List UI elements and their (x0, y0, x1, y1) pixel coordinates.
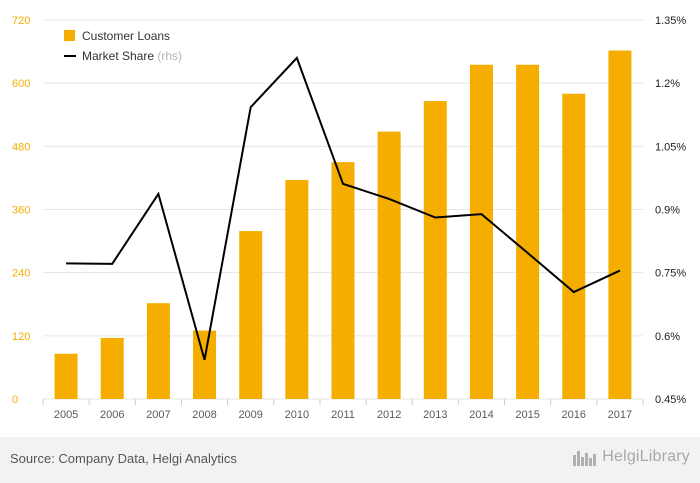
left-tick-label: 240 (12, 268, 30, 280)
bar-2008 (193, 330, 217, 399)
right-tick-label: 0.45% (655, 394, 686, 406)
right-tick-label: 1.35% (655, 15, 686, 27)
left-tick-label: 360 (12, 205, 30, 217)
x-tick-label: 2016 (562, 409, 586, 421)
bar-2005 (54, 353, 78, 399)
bar-2012 (377, 131, 401, 399)
bar-2010 (285, 180, 309, 399)
x-tick-label: 2012 (377, 409, 401, 421)
left-axis-ticks: 0 120 240 360 480 600 720 (12, 15, 30, 406)
right-tick-label: 1.05% (655, 141, 686, 153)
right-tick-label: 0.75% (655, 268, 686, 280)
legend: Customer Loans Market Share (rhs) (64, 29, 182, 63)
line-series (66, 56, 621, 361)
bar-2016 (562, 93, 586, 399)
x-tick-label: 2014 (469, 409, 493, 421)
left-tick-label: 480 (12, 141, 30, 153)
bar-2014 (469, 64, 493, 400)
bar-2013 (423, 101, 447, 399)
x-tick-label: 2015 (515, 409, 539, 421)
x-tick-label: 2007 (146, 409, 170, 421)
bar-2017 (608, 50, 632, 400)
legend-swatch-customer-loans (64, 30, 75, 41)
library-icon (573, 451, 597, 466)
x-tick-label: 2010 (285, 409, 309, 421)
bar-2015 (516, 64, 540, 400)
x-tick-label: 2005 (54, 409, 78, 421)
brand-name: HelgiLibrary (602, 448, 690, 465)
bar-2011 (331, 162, 355, 399)
bar-2009 (239, 231, 263, 399)
bar-2006 (100, 337, 124, 399)
x-tick-label: 2006 (100, 409, 124, 421)
x-tick-label: 2011 (331, 409, 355, 421)
legend-market-share-name: Market Share (82, 49, 154, 63)
right-tick-label: 0.9% (655, 205, 680, 217)
right-tick-label: 1.2% (655, 78, 680, 90)
brand-logo[interactable]: HelgiLibrary (572, 447, 690, 467)
x-tick-label: 2013 (423, 409, 447, 421)
footer: Source: Company Data, Helgi Analytics He… (0, 437, 700, 483)
x-tick-label: 2008 (192, 409, 216, 421)
legend-market-share-suffix: (rhs) (157, 49, 182, 63)
bar-2007 (146, 303, 170, 399)
x-axis-ticks: 2005 2006 2007 2008 2009 2010 2011 2012 2013 2014… (54, 409, 632, 421)
grid-lines (42, 19, 644, 405)
left-tick-label: 720 (12, 15, 30, 27)
left-tick-label: 120 (12, 331, 30, 343)
x-tick-label: 2017 (608, 409, 632, 421)
chart: 0 120 240 360 480 600 720 0.45% 0.6% 0.75% 0.9% 1.… (12, 15, 686, 421)
right-tick-label: 0.6% (655, 331, 680, 343)
x-tick-label: 2009 (238, 409, 262, 421)
legend-label-customer-loans: Customer Loans (82, 29, 170, 43)
source-note: Source: Company Data, Helgi Analytics (10, 451, 237, 466)
left-tick-label: 0 (12, 394, 18, 406)
left-tick-label: 600 (12, 78, 30, 90)
right-axis-ticks: 0.45% 0.6% 0.75% 0.9% 1.05% 1.2% 1.35% (655, 15, 686, 406)
bar-series (54, 50, 632, 400)
legend-label-market-share: Market Share (rhs) (82, 49, 182, 63)
